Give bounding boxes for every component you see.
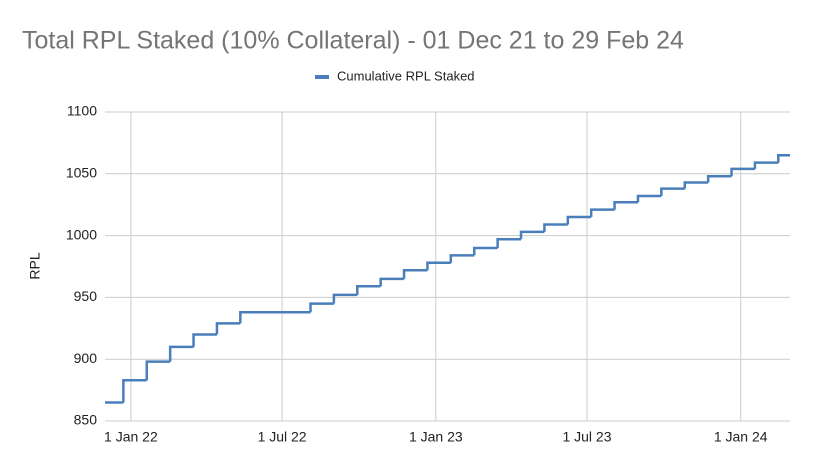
step-segment (566, 215, 592, 225)
step-segment (145, 360, 171, 381)
step-segment (660, 187, 685, 197)
x-tick-label: 1 Jan 23 (409, 429, 463, 445)
step-segment (683, 181, 709, 189)
step-segment (472, 246, 498, 256)
step-segment (730, 167, 755, 177)
step-segment (239, 310, 311, 324)
x-tick-label: 1 Jan 24 (714, 429, 768, 445)
step-segment (543, 223, 568, 232)
x-tick-label: 1 Jan 22 (104, 429, 158, 445)
step-segment (402, 268, 428, 279)
step-segment (496, 238, 522, 248)
legend-label: Cumulative RPL Staked (337, 68, 475, 83)
step-segment (519, 230, 545, 240)
step-segment (426, 261, 451, 271)
y-tick-label: 1000 (66, 226, 97, 242)
step-segment (449, 254, 475, 263)
step-segment (332, 293, 358, 304)
step-segment (636, 194, 662, 203)
step-segment (777, 154, 790, 163)
step-segment (589, 208, 615, 218)
chart-title: Total RPL Staked (10% Collateral) - 01 D… (22, 27, 684, 55)
step-segment (122, 378, 147, 403)
step-segment (309, 302, 334, 313)
step-segment (168, 345, 194, 362)
y-tick-label: 850 (74, 412, 98, 428)
step-segment (706, 175, 732, 183)
y-axis-label: RPL (27, 252, 43, 279)
y-tick-label: 1050 (66, 165, 97, 181)
step-segment (192, 333, 217, 347)
x-tick-label: 1 Jul 22 (258, 429, 307, 445)
step-segment (215, 322, 241, 335)
step-segment (613, 200, 638, 210)
x-tick-label: 1 Jul 23 (562, 429, 611, 445)
y-tick-label: 1100 (67, 103, 97, 119)
y-tick-label: 900 (74, 350, 98, 366)
step-segment (356, 285, 381, 295)
step-segment (379, 277, 405, 287)
step-segment (753, 161, 779, 169)
y-tick-label: 950 (74, 288, 98, 304)
